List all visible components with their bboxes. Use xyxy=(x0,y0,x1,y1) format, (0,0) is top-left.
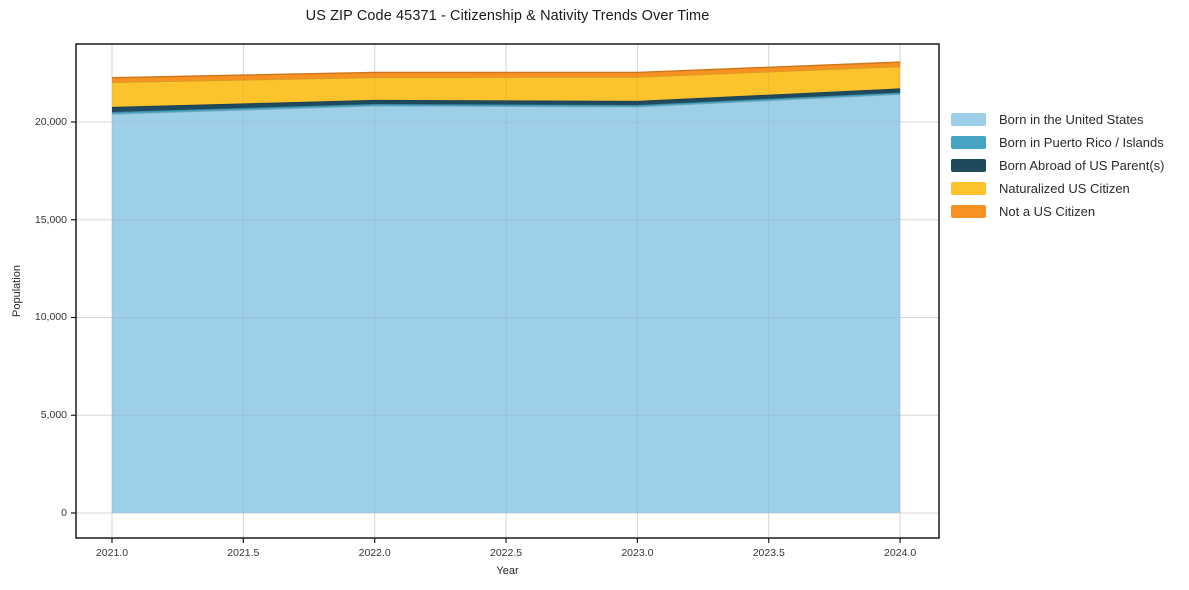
area-series-3 xyxy=(112,66,901,107)
legend-item-2: Born Abroad of US Parent(s) xyxy=(951,154,1164,177)
area-series-0 xyxy=(112,94,901,513)
legend-swatch-icon xyxy=(951,205,986,218)
x-tick-label: 2023.0 xyxy=(621,547,654,559)
y-tick-label: 10,000 xyxy=(34,311,67,324)
legend-label: Born Abroad of US Parent(s) xyxy=(999,158,1165,173)
legend: Born in the United States Born in Puerto … xyxy=(951,108,1164,223)
legend-item-3: Naturalized US Citizen xyxy=(951,177,1164,200)
y-tick-label: 5,000 xyxy=(40,409,67,422)
legend-swatch-icon xyxy=(951,136,986,149)
legend-swatch-icon xyxy=(951,182,986,195)
x-tick-label: 2022.5 xyxy=(489,547,523,559)
legend-label: Born in Puerto Rico / Islands xyxy=(999,135,1164,150)
y-tick-label: 0 xyxy=(61,506,67,519)
legend-swatch-icon xyxy=(951,159,986,172)
legend-swatch-icon xyxy=(951,113,986,126)
y-tick-label: 15,000 xyxy=(34,213,67,226)
legend-item-4: Not a US Citizen xyxy=(951,200,1164,223)
legend-label: Naturalized US Citizen xyxy=(999,181,1130,196)
legend-item-0: Born in the United States xyxy=(951,108,1164,131)
area-top-edge-4 xyxy=(111,61,901,79)
x-tick-label: 2021.5 xyxy=(227,547,260,559)
y-tick-label: 20,000 xyxy=(34,116,67,128)
x-tick-label: 2022.0 xyxy=(358,547,391,559)
chart-title: US ZIP Code 45371 - Citizenship & Nativi… xyxy=(305,8,710,24)
x-axis-label: Year xyxy=(496,565,519,577)
x-tick-label: 2023.5 xyxy=(752,547,785,559)
x-tick-label: 2021.0 xyxy=(95,547,129,559)
x-tick-label: 2024.0 xyxy=(884,547,917,559)
legend-item-1: Born in Puerto Rico / Islands xyxy=(951,131,1164,154)
area-series-4 xyxy=(112,62,901,83)
legend-label: Born in the United States xyxy=(999,112,1144,127)
plot-spines xyxy=(75,43,940,539)
legend-label: Not a US Citizen xyxy=(999,204,1096,219)
y-axis-label: Population xyxy=(11,265,23,317)
